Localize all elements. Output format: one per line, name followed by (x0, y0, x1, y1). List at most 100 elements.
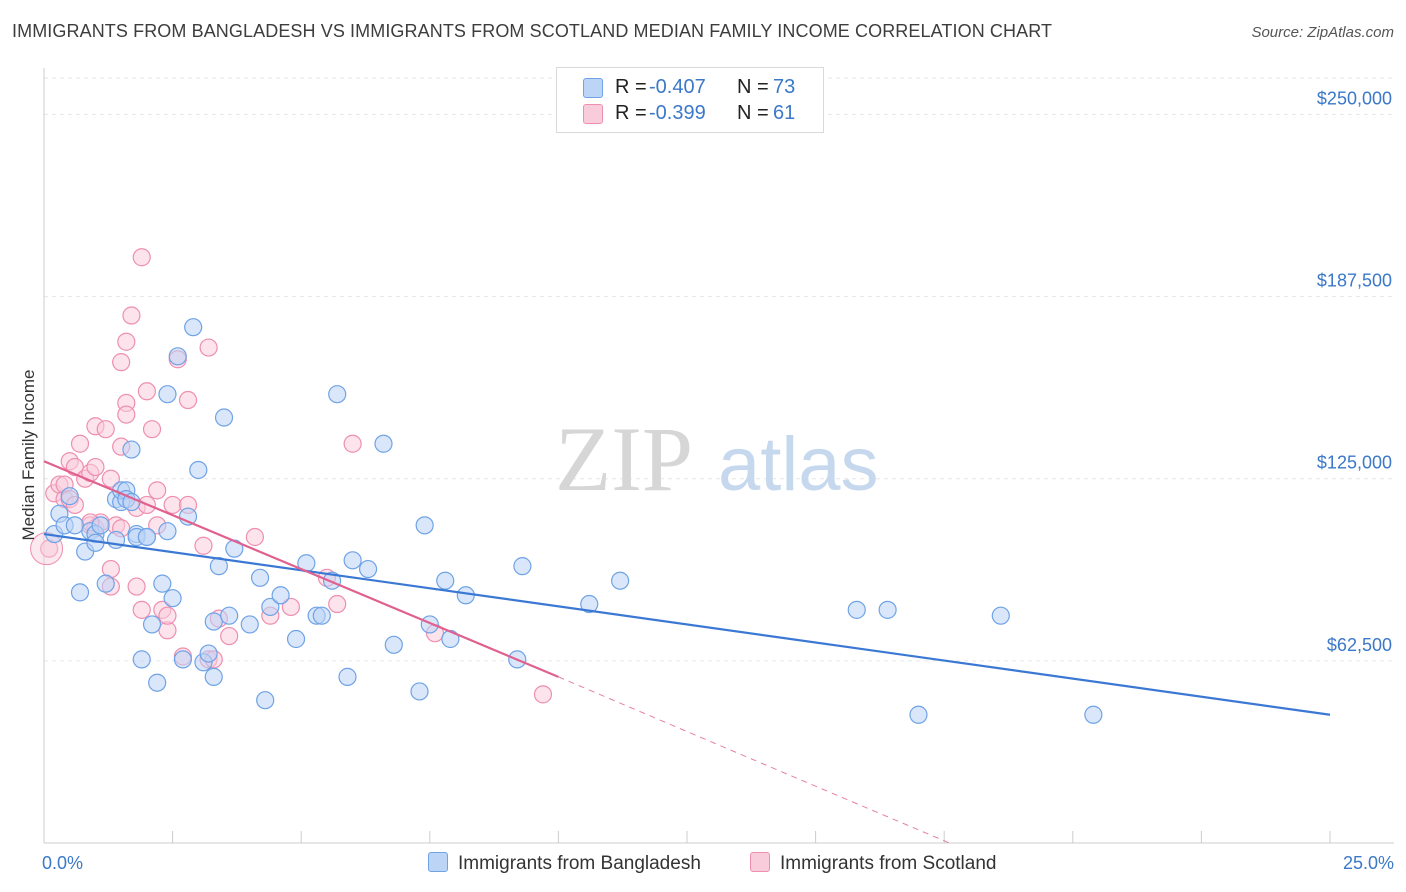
point-bangladesh (168, 347, 187, 366)
point-bangladesh (96, 574, 115, 593)
point-bangladesh (415, 516, 434, 535)
point-scotland (96, 420, 115, 439)
point-scotland (127, 577, 146, 596)
point-bangladesh (410, 682, 429, 701)
point-bangladesh (261, 597, 280, 617)
point-bangladesh (384, 635, 403, 654)
point-bangladesh (878, 600, 897, 619)
point-bangladesh (338, 667, 357, 686)
point-bangladesh (70, 583, 90, 602)
point-scotland (194, 536, 213, 555)
source-label: Source: ZipAtlas.com (1251, 24, 1394, 41)
point-bangladesh (148, 673, 167, 692)
correlation-legend: R = -0.407 N = 73 R = -0.399 N = 61 (556, 67, 824, 133)
bottom-legend-label-bangladesh: Immigrants from Bangladesh (458, 853, 701, 874)
point-scotland (343, 434, 362, 453)
point-bangladesh (122, 440, 141, 459)
point-bangladesh (611, 571, 630, 590)
bottom-legend-scotland: Immigrants from Scotland (750, 852, 996, 875)
trendline-scotland-extension (558, 676, 950, 844)
point-scotland (178, 390, 198, 410)
x-tick-label: 25.0% (1343, 853, 1394, 873)
point-bangladesh (847, 600, 866, 619)
watermark-atlas: atlas (718, 422, 879, 507)
point-bangladesh (60, 487, 79, 506)
y-tick-label: $62,500 (1327, 635, 1392, 655)
chart-title: IMMIGRANTS FROM BANGLADESH VS IMMIGRANTS… (12, 21, 1053, 41)
point-bangladesh (250, 568, 270, 587)
y-tick-label: $125,000 (1317, 453, 1392, 473)
legend-r-label: R = (615, 102, 647, 124)
x-tick-label: 0.0% (42, 853, 83, 873)
point-scotland (117, 332, 136, 351)
point-scotland (86, 457, 105, 477)
y-axis-label: Median Family Income (19, 369, 38, 540)
legend-swatch-bangladesh (583, 78, 603, 98)
point-bangladesh (65, 516, 84, 535)
bottom-legend-bangladesh: Immigrants from Bangladesh (428, 852, 701, 875)
point-bangladesh (189, 460, 208, 480)
points-bangladesh-blue (45, 318, 1103, 724)
point-bangladesh (142, 615, 162, 634)
point-bangladesh (132, 650, 151, 669)
point-bangladesh (436, 571, 455, 590)
point-bangladesh (286, 629, 306, 649)
point-scotland (142, 420, 162, 439)
trendline-scotland (43, 460, 559, 678)
point-bangladesh (204, 612, 223, 631)
point-scotland (199, 338, 218, 357)
point-scotland (117, 405, 136, 424)
point-bangladesh (153, 574, 172, 593)
point-scotland (245, 527, 265, 547)
point-bangladesh (199, 644, 218, 663)
point-bangladesh (580, 594, 599, 614)
point-bangladesh (214, 408, 234, 427)
legend-n-label: N = (737, 76, 769, 98)
point-bangladesh (343, 551, 362, 570)
y-tick-label: $250,000 (1317, 88, 1392, 108)
point-scotland (101, 469, 120, 488)
point-scotland (132, 600, 151, 619)
point-bangladesh (271, 586, 290, 605)
legend-r-value-scotland: -0.399 (649, 102, 706, 124)
point-bangladesh (137, 527, 156, 547)
point-bangladesh (158, 522, 177, 541)
point-bangladesh (173, 650, 192, 669)
point-scotland (122, 306, 141, 325)
point-bangladesh (909, 705, 928, 724)
trend-lines (43, 460, 1331, 844)
point-bangladesh (513, 557, 532, 576)
point-bangladesh (312, 606, 331, 625)
point-scotland (112, 353, 131, 372)
point-scotland (137, 382, 156, 401)
point-bangladesh (91, 516, 110, 535)
point-scotland (163, 495, 182, 515)
point-scotland (148, 481, 167, 500)
watermark-zip: ZIP (555, 408, 693, 510)
point-bangladesh (163, 589, 182, 608)
point-bangladesh (220, 606, 239, 625)
point-scotland (281, 597, 301, 617)
bottom-legend-swatch-bangladesh (428, 852, 448, 872)
y-tick-label: $187,500 (1317, 271, 1392, 291)
point-scotland (132, 248, 151, 267)
legend-swatch-scotland (583, 104, 603, 124)
point-bangladesh (184, 318, 203, 337)
point-bangladesh (256, 691, 275, 710)
point-scotland (70, 434, 90, 453)
legend-r-label: R = (615, 76, 647, 98)
bottom-legend-label-scotland: Immigrants from Scotland (780, 853, 997, 874)
tick-labels: $62,500 $125,000 $187,500 $250,000 0.0% 25.0% (42, 88, 1394, 873)
legend-n-label: N = (737, 102, 769, 124)
point-bangladesh (204, 667, 223, 686)
bottom-legend-swatch-scotland (750, 852, 770, 872)
point-bangladesh (328, 385, 347, 404)
grid-lines (44, 77, 1394, 662)
legend-n-value-scotland: 61 (773, 102, 796, 124)
point-bangladesh (1084, 705, 1103, 724)
point-bangladesh (240, 615, 259, 634)
point-bangladesh (991, 606, 1010, 625)
point-scotland (220, 626, 239, 646)
point-bangladesh (374, 434, 393, 453)
